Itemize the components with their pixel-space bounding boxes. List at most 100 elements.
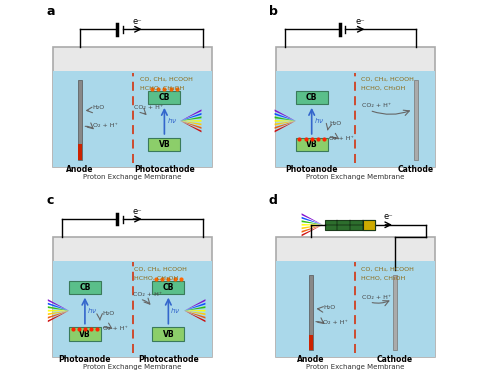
Text: e⁻: e⁻ (384, 212, 393, 221)
Polygon shape (48, 306, 69, 311)
Text: HCHO, CH₃OH: HCHO, CH₃OH (134, 276, 179, 281)
Text: HCHO, CH₃OH: HCHO, CH₃OH (361, 276, 405, 281)
Text: e⁻: e⁻ (356, 17, 365, 26)
Bar (78, 80, 82, 160)
Text: d: d (269, 194, 278, 207)
Text: O₂ + H⁺: O₂ + H⁺ (323, 320, 348, 325)
Polygon shape (48, 303, 69, 311)
Polygon shape (180, 121, 202, 125)
Text: $h\nu$: $h\nu$ (87, 306, 97, 315)
Polygon shape (275, 121, 296, 129)
Bar (309, 335, 313, 350)
Text: Photocathode: Photocathode (138, 355, 199, 364)
Text: Photoanode: Photoanode (285, 165, 338, 174)
Polygon shape (184, 303, 205, 311)
Text: Photoanode: Photoanode (59, 355, 111, 364)
Bar (152, 328, 184, 341)
Bar (276, 71, 435, 167)
Bar (296, 91, 327, 104)
Text: CB: CB (159, 93, 170, 102)
Text: HCHO, CH₃OH: HCHO, CH₃OH (361, 86, 405, 91)
Polygon shape (180, 109, 202, 121)
Text: CO₂ + H⁺: CO₂ + H⁺ (134, 105, 163, 110)
Bar (276, 47, 435, 167)
Text: H₂O: H₂O (102, 310, 115, 316)
Text: HCHO, CH₃OH: HCHO, CH₃OH (140, 86, 184, 91)
Text: CB: CB (79, 283, 91, 292)
Polygon shape (180, 113, 202, 121)
Polygon shape (48, 299, 69, 311)
Polygon shape (180, 121, 202, 132)
Text: CB: CB (163, 283, 174, 292)
Text: VB: VB (163, 329, 174, 338)
Polygon shape (302, 225, 323, 233)
Polygon shape (184, 311, 205, 315)
Polygon shape (302, 225, 323, 236)
Text: $h\nu$: $h\nu$ (314, 116, 324, 125)
Bar (148, 91, 180, 104)
Text: Proton Exchange Membrane: Proton Exchange Membrane (83, 364, 182, 370)
Text: Cathode: Cathode (377, 355, 413, 364)
Text: CO₂ + H⁺: CO₂ + H⁺ (363, 295, 391, 300)
Text: Proton Exchange Membrane: Proton Exchange Membrane (306, 364, 405, 370)
Polygon shape (48, 311, 69, 315)
Bar (53, 261, 212, 357)
Text: CO, CH₄, HCOOH: CO, CH₄, HCOOH (134, 266, 187, 271)
Polygon shape (180, 121, 202, 129)
Text: Cathode: Cathode (398, 165, 434, 174)
Text: b: b (269, 4, 278, 18)
Text: Photocathode: Photocathode (134, 165, 195, 174)
Text: H₂O: H₂O (93, 105, 105, 110)
Text: Anode: Anode (297, 355, 325, 364)
Text: a: a (46, 4, 55, 18)
Text: $h\nu$: $h\nu$ (170, 306, 181, 315)
Text: CO, CH₄, HCOOH: CO, CH₄, HCOOH (140, 77, 193, 82)
Text: H₂O: H₂O (329, 121, 342, 126)
Bar (276, 237, 435, 357)
Polygon shape (275, 121, 296, 132)
Bar (53, 47, 212, 167)
Text: CO₂ + H⁺: CO₂ + H⁺ (363, 104, 391, 108)
Text: CB: CB (306, 93, 317, 102)
Text: O₂ + H⁺: O₂ + H⁺ (329, 136, 354, 141)
Text: Proton Exchange Membrane: Proton Exchange Membrane (306, 174, 405, 180)
Text: CO, CH₄, HCOOH: CO, CH₄, HCOOH (361, 266, 413, 271)
Bar (363, 220, 375, 230)
Polygon shape (184, 306, 205, 311)
Text: O₂ + H⁺: O₂ + H⁺ (93, 123, 117, 128)
Polygon shape (275, 121, 296, 125)
Polygon shape (184, 311, 205, 322)
Text: H₂O: H₂O (323, 305, 336, 310)
Bar (414, 80, 418, 160)
Bar (393, 275, 397, 350)
Text: VB: VB (79, 329, 91, 338)
Bar (309, 275, 313, 350)
Polygon shape (302, 213, 323, 225)
Text: e⁻: e⁻ (133, 17, 142, 26)
Bar (325, 220, 375, 230)
Polygon shape (184, 311, 205, 319)
Polygon shape (180, 120, 202, 122)
Bar (69, 328, 101, 341)
Polygon shape (180, 116, 202, 121)
Polygon shape (48, 311, 69, 322)
Polygon shape (48, 311, 69, 319)
Bar (53, 237, 212, 357)
Polygon shape (275, 116, 296, 121)
Text: Proton Exchange Membrane: Proton Exchange Membrane (83, 174, 182, 180)
Text: VB: VB (306, 140, 318, 149)
Bar (276, 261, 435, 357)
Polygon shape (275, 120, 296, 122)
Text: CO₂ + H⁺: CO₂ + H⁺ (133, 292, 162, 297)
Text: VB: VB (159, 140, 170, 149)
Text: O₂ + H⁺: O₂ + H⁺ (102, 326, 127, 331)
Bar (78, 144, 82, 160)
Bar (69, 280, 101, 294)
Text: Anode: Anode (66, 165, 94, 174)
Polygon shape (48, 310, 69, 312)
Polygon shape (184, 310, 205, 312)
Polygon shape (184, 299, 205, 311)
Text: CO, CH₄, HCOOH: CO, CH₄, HCOOH (361, 77, 413, 82)
Text: $h\nu$: $h\nu$ (166, 116, 177, 125)
Text: c: c (46, 194, 54, 207)
